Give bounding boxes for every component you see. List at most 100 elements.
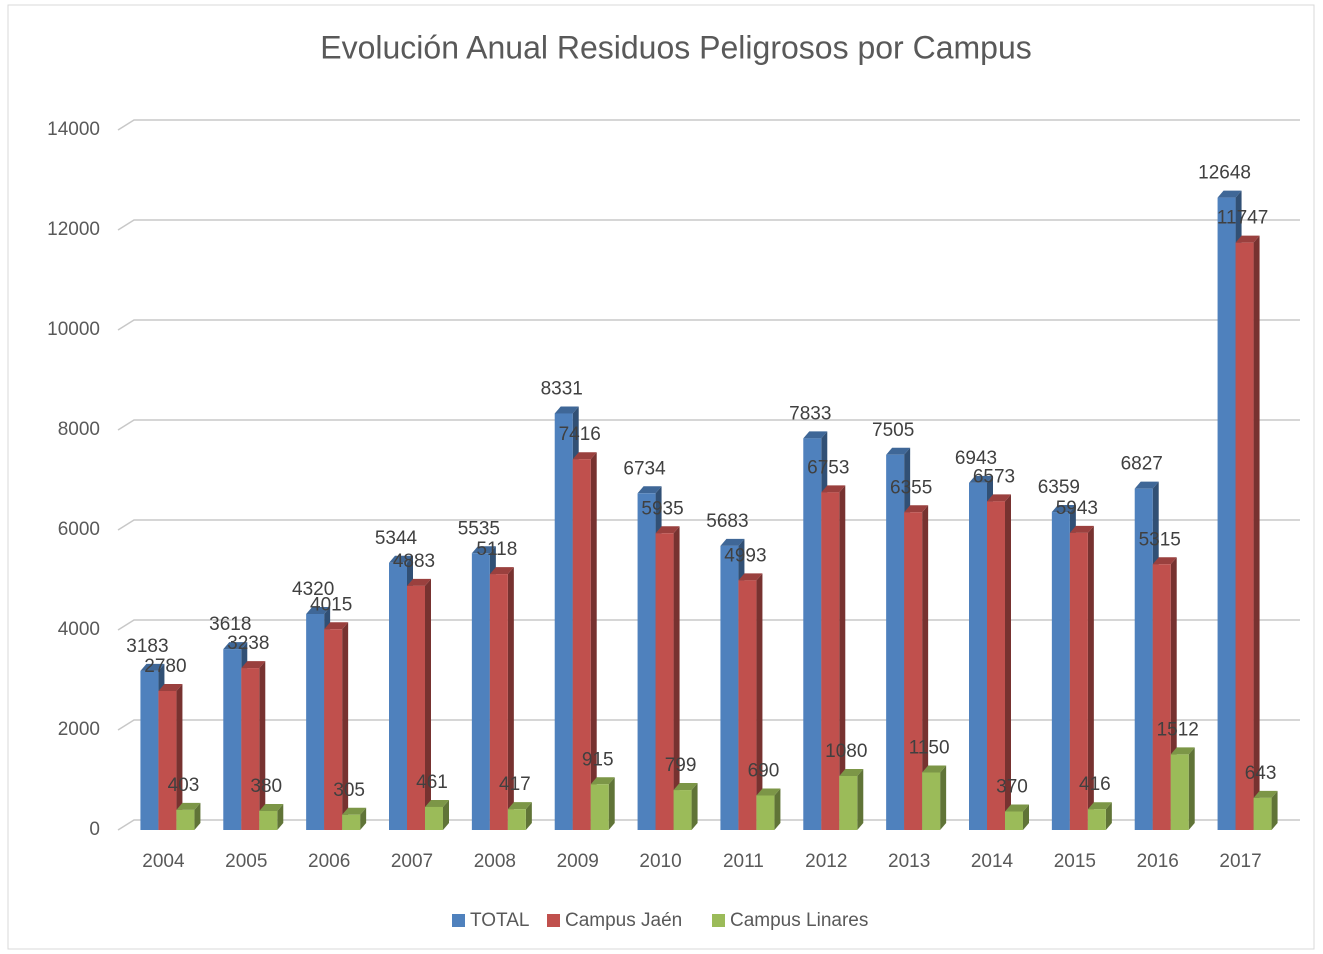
grid-line: [117, 219, 1300, 231]
bar-side: [1023, 804, 1029, 830]
bar-front: [590, 784, 609, 830]
bar: [1069, 525, 1094, 830]
bar-front: [324, 629, 343, 830]
bar-side: [857, 769, 864, 830]
bar-side: [1188, 747, 1195, 830]
data-label: 5535: [458, 518, 500, 539]
bar-top: [1253, 790, 1278, 798]
bar-top: [389, 555, 413, 563]
bar-front: [1069, 532, 1088, 830]
bar-top: [1152, 557, 1177, 565]
data-label: 6827: [1121, 454, 1163, 475]
bar-front: [425, 806, 443, 830]
bar: [839, 769, 864, 830]
bar-front: [673, 790, 692, 830]
bar-side: [176, 684, 183, 830]
bar-top: [673, 783, 698, 791]
x-tick-label: 2010: [639, 851, 681, 872]
bar-top: [720, 538, 745, 546]
x-tick-label: 2013: [888, 851, 930, 872]
chart-title: Evolución Anual Residuos Peligrosos por …: [320, 29, 1032, 65]
data-label: 1150: [909, 738, 950, 759]
bar-front: [1170, 754, 1189, 830]
bar-front: [342, 814, 361, 830]
legend-label: Campus Linares: [730, 910, 868, 931]
bar-front: [969, 482, 987, 830]
grid-line: [117, 119, 1300, 131]
bar-top: [1235, 235, 1260, 243]
data-label: 7833: [789, 403, 831, 424]
data-label: 5683: [706, 511, 748, 532]
bar-front: [158, 691, 177, 830]
bar-side: [756, 573, 763, 830]
data-label: 643: [1245, 763, 1277, 784]
bar-side: [259, 661, 266, 830]
bar-side: [507, 567, 514, 830]
data-label: 461: [416, 772, 448, 793]
bar-top: [507, 802, 532, 810]
bar: [821, 485, 846, 830]
bar-top: [839, 769, 864, 776]
bar: [1087, 802, 1112, 830]
bar-front: [1134, 488, 1153, 830]
bar-side: [608, 777, 615, 830]
x-tick-label: 2009: [557, 851, 599, 872]
bar-front: [738, 580, 757, 830]
bar-top: [803, 431, 828, 439]
data-label: 4993: [724, 545, 766, 566]
x-tick-label: 2012: [805, 851, 847, 872]
bar-front: [803, 438, 822, 830]
bar-top: [821, 485, 846, 493]
bar-front: [507, 809, 526, 830]
data-label: 6734: [623, 458, 666, 479]
data-label: 5943: [1056, 498, 1098, 519]
data-label: 7505: [872, 420, 914, 441]
bar-top: [306, 607, 331, 614]
y-tick-label: 14000: [47, 119, 100, 140]
bar: [507, 802, 532, 830]
bar-side: [1105, 802, 1112, 830]
x-tick-label: 2006: [308, 851, 350, 872]
y-tick-label: 12000: [47, 219, 100, 240]
bar: [489, 567, 514, 830]
bar-front: [554, 413, 573, 830]
data-label: 12648: [1198, 163, 1251, 184]
data-label: 11747: [1217, 208, 1268, 229]
legend-swatch: [547, 914, 560, 927]
bar: [738, 573, 763, 830]
y-tick-label: 2000: [58, 719, 100, 740]
bar: [158, 684, 183, 830]
data-label: 915: [582, 749, 614, 770]
x-tick-label: 2005: [225, 851, 267, 872]
bar-side: [1087, 525, 1094, 830]
bar-top: [342, 807, 367, 815]
bar: [342, 807, 367, 830]
bar-front: [1235, 242, 1254, 830]
bar-top: [969, 475, 993, 483]
data-label: 370: [996, 777, 1028, 798]
bar-top: [655, 526, 680, 534]
bar: [987, 494, 1011, 830]
bar: [241, 661, 266, 830]
bar: [1005, 804, 1029, 830]
bar-front: [886, 454, 905, 830]
data-label: 5118: [476, 539, 517, 560]
data-label: 7416: [559, 424, 601, 445]
bar: [176, 802, 201, 830]
x-tick-label: 2011: [723, 851, 764, 872]
data-label: 5315: [1139, 529, 1181, 550]
bar-top: [241, 661, 266, 669]
bar-front: [756, 795, 775, 830]
bar-top: [425, 799, 449, 807]
bar: [922, 765, 947, 830]
bar-top: [407, 578, 431, 586]
legend-swatch: [712, 914, 725, 927]
bar-front: [922, 772, 941, 830]
bar-front: [389, 562, 407, 830]
data-label: 3183: [126, 636, 168, 657]
bar-front: [306, 614, 325, 830]
bar-side: [940, 765, 947, 830]
y-tick-label: 6000: [58, 519, 100, 540]
bar-front: [1087, 809, 1106, 830]
bar-front: [489, 574, 508, 830]
